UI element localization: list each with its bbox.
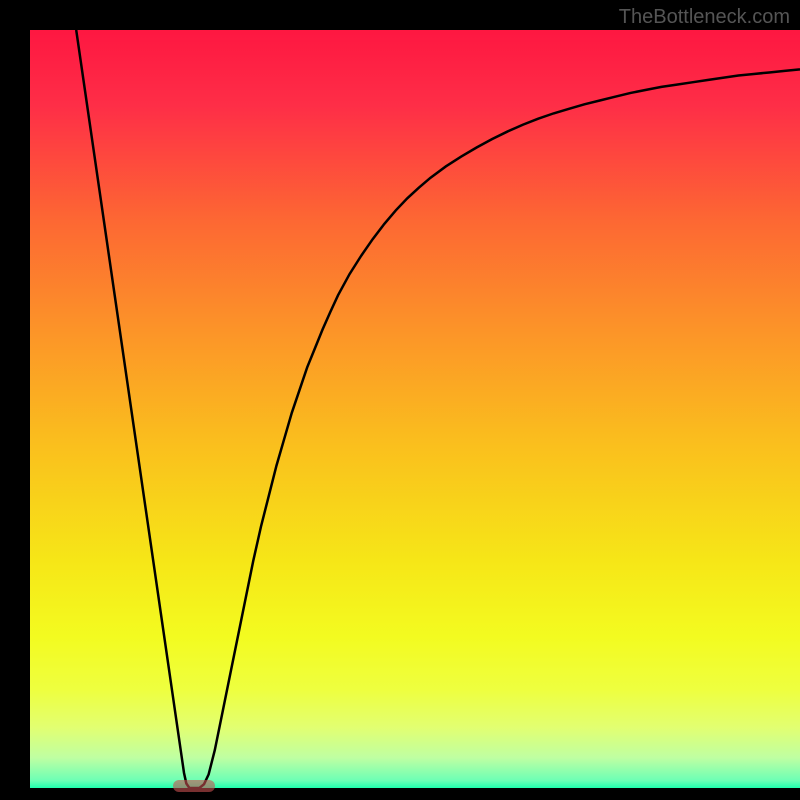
chart-curve-path (76, 30, 800, 788)
chart-curve-svg (30, 30, 800, 788)
watermark-text: TheBottleneck.com (619, 6, 790, 29)
chart-plot-area (30, 30, 800, 788)
chart-minimum-marker (173, 780, 215, 792)
